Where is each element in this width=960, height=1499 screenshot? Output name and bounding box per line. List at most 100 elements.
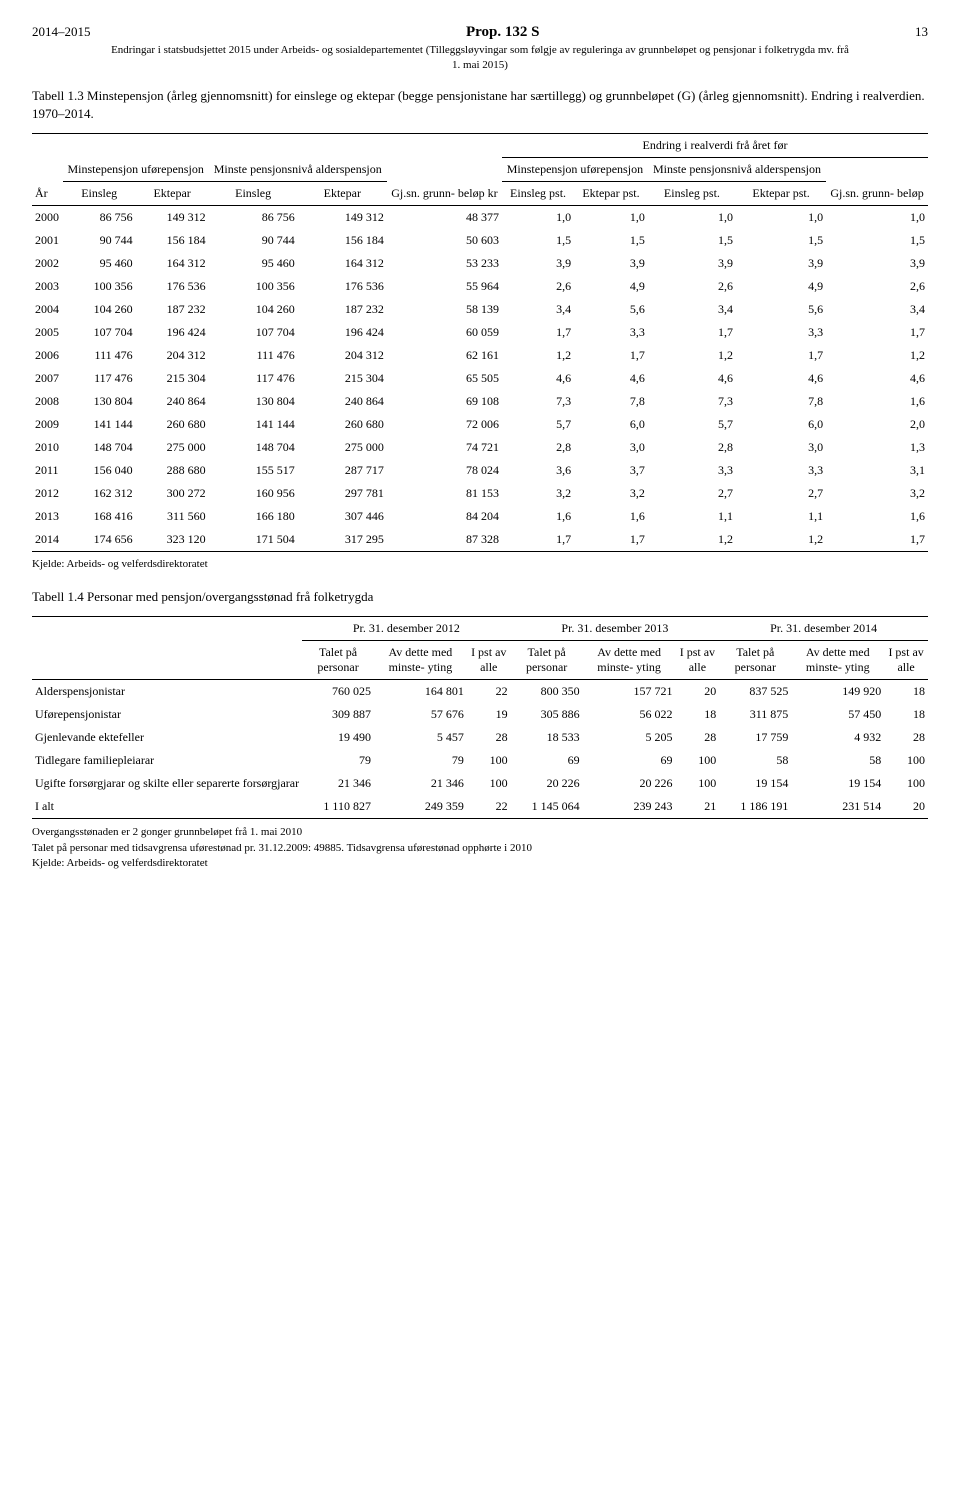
table-cell: 215 304 <box>298 367 387 390</box>
table-cell: 2007 <box>32 367 63 390</box>
table-cell: 20 <box>676 680 720 704</box>
table-row: 2005107 704196 424107 704196 42460 0591,… <box>32 321 928 344</box>
table-cell: 196 424 <box>136 321 209 344</box>
table-cell: 22 <box>467 680 511 704</box>
table-row: 200086 756149 31286 756149 31248 3771,01… <box>32 206 928 230</box>
table-cell: 2,6 <box>502 275 574 298</box>
t2-sub-1a: Talet på personar <box>511 641 583 680</box>
table-cell: 28 <box>467 726 511 749</box>
table-cell: 5,7 <box>502 413 574 436</box>
table-cell: 1,7 <box>502 321 574 344</box>
table-cell: 72 006 <box>387 413 502 436</box>
table-cell: 164 801 <box>374 680 467 704</box>
table-cell: 2,6 <box>826 275 928 298</box>
table-cell: 20 <box>884 795 928 819</box>
table-cell: 3,3 <box>736 459 826 482</box>
table-cell: 1,2 <box>736 528 826 552</box>
table-cell: 22 <box>467 795 511 819</box>
table-cell: 2006 <box>32 344 63 367</box>
table-cell: 196 424 <box>298 321 387 344</box>
table-cell: 3,3 <box>648 459 736 482</box>
table-cell: 1,7 <box>736 344 826 367</box>
t1-group-uf2: Minstepensjon uførepensjon <box>502 158 648 182</box>
table-cell: 2008 <box>32 390 63 413</box>
table-cell: 160 956 <box>209 482 298 505</box>
table-cell: 21 346 <box>302 772 374 795</box>
table-cell: Gjenlevande ektefeller <box>32 726 302 749</box>
table-cell: 162 312 <box>63 482 136 505</box>
table-cell: 28 <box>676 726 720 749</box>
table-cell: 90 744 <box>63 229 136 252</box>
table1-caption: Tabell 1.3 Minstepensjon (årleg gjennoms… <box>32 87 928 123</box>
table2-footnotes: Overgangsstønaden er 2 gonger grunnbeløp… <box>32 825 928 871</box>
table-cell: 1,7 <box>648 321 736 344</box>
table-cell: 287 717 <box>298 459 387 482</box>
table-cell: 288 680 <box>136 459 209 482</box>
table-cell: 3,0 <box>574 436 648 459</box>
table-cell: 2003 <box>32 275 63 298</box>
table-cell: 1,0 <box>648 206 736 230</box>
table-cell: 60 059 <box>387 321 502 344</box>
page-header: 2014–2015 Prop. 132 S 13 <box>32 24 928 41</box>
t2-sub-1b: Av dette med minste- yting <box>583 641 676 680</box>
footnote-1: Talet på personar med tidsavgrensa uføre… <box>32 841 928 856</box>
table-row: 2012162 312300 272160 956297 78181 1533,… <box>32 482 928 505</box>
table-cell: 100 <box>467 772 511 795</box>
table-cell: 100 <box>884 749 928 772</box>
table-cell: 1,7 <box>574 344 648 367</box>
table-cell: 1,0 <box>502 206 574 230</box>
table-cell: 1,0 <box>736 206 826 230</box>
table-cell: 3,9 <box>826 252 928 275</box>
table-cell: 2005 <box>32 321 63 344</box>
table-cell: 3,9 <box>648 252 736 275</box>
table-cell: 204 312 <box>136 344 209 367</box>
table-cell: 100 <box>884 772 928 795</box>
t2-sub-2c: I pst av alle <box>884 641 928 680</box>
table-cell: 2012 <box>32 482 63 505</box>
table-cell: 117 476 <box>209 367 298 390</box>
t2-period-1: Pr. 31. desember 2013 <box>511 617 720 641</box>
table-cell: 79 <box>302 749 374 772</box>
table-cell: 2,0 <box>826 413 928 436</box>
table-cell: 86 756 <box>63 206 136 230</box>
table-cell: 2013 <box>32 505 63 528</box>
table-cell: 21 346 <box>374 772 467 795</box>
table-cell: 1,7 <box>826 528 928 552</box>
table-cell: 117 476 <box>63 367 136 390</box>
table-cell: 2002 <box>32 252 63 275</box>
table-cell: 800 350 <box>511 680 583 704</box>
table-row: Alderspensjonistar760 025164 80122800 35… <box>32 680 928 704</box>
table-cell: 4,6 <box>648 367 736 390</box>
table-cell: 1 145 064 <box>511 795 583 819</box>
table-row: Tidlegare familiepleiarar797910069691005… <box>32 749 928 772</box>
table-row: I alt1 110 827249 359221 145 064239 2432… <box>32 795 928 819</box>
t1-col-e2: Einsleg <box>209 182 298 206</box>
table-row: 2008130 804240 864130 804240 86469 1087,… <box>32 390 928 413</box>
table-row: 2006111 476204 312111 476204 31262 1611,… <box>32 344 928 367</box>
table-cell: 18 <box>884 703 928 726</box>
table-cell: 4,9 <box>736 275 826 298</box>
table-cell: 149 920 <box>791 680 884 704</box>
table-cell: 155 517 <box>209 459 298 482</box>
table-cell: 1,6 <box>826 505 928 528</box>
t1-group-uf1: Minstepensjon uførepensjon <box>63 158 209 182</box>
table-cell: 1,5 <box>574 229 648 252</box>
table-cell: 275 000 <box>298 436 387 459</box>
table2-caption: Tabell 1.4 Personar med pensjon/overgang… <box>32 588 928 606</box>
t1-col-ep1: Einsleg pst. <box>502 182 574 206</box>
table-cell: 1 186 191 <box>719 795 791 819</box>
table-cell: 95 460 <box>63 252 136 275</box>
table-cell: 86 756 <box>209 206 298 230</box>
table-cell: 1,5 <box>826 229 928 252</box>
table-row: 2014174 656323 120171 504317 29587 3281,… <box>32 528 928 552</box>
table-cell: I alt <box>32 795 302 819</box>
table-cell: 1,0 <box>574 206 648 230</box>
table-cell: 53 233 <box>387 252 502 275</box>
table-cell: 215 304 <box>136 367 209 390</box>
t1-group-ald1: Minste pensjonsnivå alderspensjon <box>209 158 387 182</box>
t2-sub-1c: I pst av alle <box>676 641 720 680</box>
t1-col-ekp2: Ektepar pst. <box>736 182 826 206</box>
table-cell: 1,6 <box>574 505 648 528</box>
table-cell: 156 184 <box>298 229 387 252</box>
table-cell: 5,7 <box>648 413 736 436</box>
